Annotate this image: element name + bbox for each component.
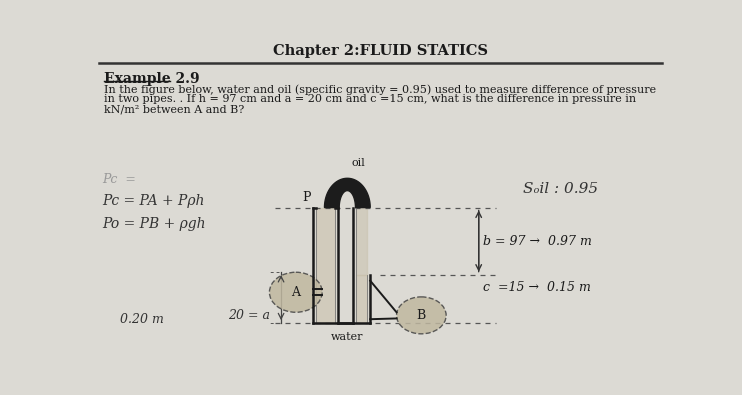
Text: Example 2.9: Example 2.9 [104,72,199,86]
Ellipse shape [396,297,446,334]
Text: 20 = a: 20 = a [229,309,270,322]
Text: c  =15 →  0.15 m: c =15 → 0.15 m [483,281,591,294]
Text: P: P [302,192,310,205]
Text: kN/m² between A and B?: kN/m² between A and B? [104,104,244,115]
Text: in two pipes. . If h = 97 cm and a = 20 cm and c =15 cm, what is the difference : in two pipes. . If h = 97 cm and a = 20 … [104,94,636,104]
Text: water: water [331,332,364,342]
Text: Pc  =: Pc = [102,173,136,186]
Text: Chapter 2:FLUID STATICS: Chapter 2:FLUID STATICS [273,44,487,58]
Text: In the figure below, water and oil (specific gravity = 0.95) used to measure dif: In the figure below, water and oil (spec… [104,85,656,95]
Text: Po = PB + ρgh: Po = PB + ρgh [102,217,206,231]
Polygon shape [324,178,370,207]
Text: Pc = PA + Pρh: Pc = PA + Pρh [102,194,205,208]
Text: 0.20 m: 0.20 m [120,313,164,326]
Ellipse shape [269,272,322,312]
Text: oil: oil [351,158,365,168]
Text: A: A [292,286,301,299]
Text: B: B [417,309,426,322]
Text: b = 97 →  0.97 m: b = 97 → 0.97 m [483,235,592,248]
Text: Sₒil : 0.95: Sₒil : 0.95 [523,182,598,196]
Text: Q: Q [355,192,365,205]
